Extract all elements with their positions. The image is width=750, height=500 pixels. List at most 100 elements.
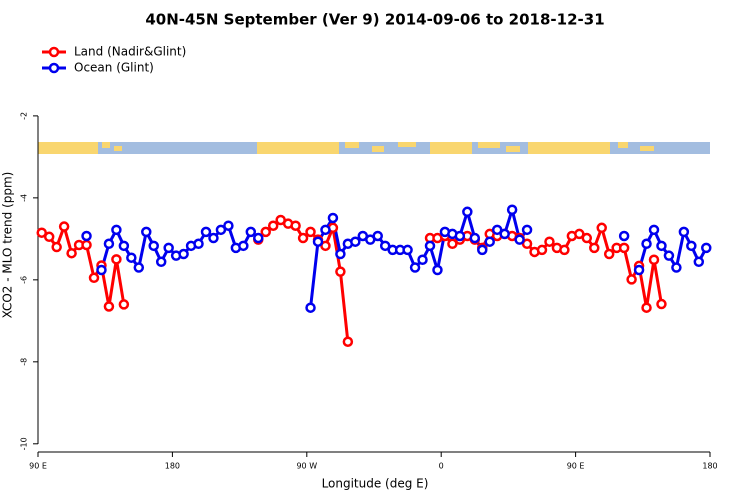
data-point: [155, 256, 167, 268]
data-point: [111, 254, 122, 265]
y-tick-label: -6: [20, 276, 29, 284]
data-point: [327, 212, 339, 224]
data-point: [103, 301, 115, 312]
data-point: [208, 232, 219, 244]
x-tick-label: 180: [702, 462, 717, 471]
data-point: [581, 232, 593, 244]
data-point: [320, 224, 331, 236]
land-band: [618, 142, 628, 148]
land-band: [398, 142, 416, 147]
data-point: [103, 238, 115, 250]
data-point: [618, 230, 630, 242]
data-point: [603, 248, 615, 260]
data-point: [506, 204, 518, 215]
data-point: [200, 226, 212, 238]
y-tick-label: -10: [20, 437, 29, 450]
data-point: [305, 226, 316, 238]
data-point: [163, 242, 174, 254]
legend-label: Land (Nadir&Glint): [74, 45, 186, 59]
data-point: [111, 224, 122, 236]
chart-title: 40N-45N September (Ver 9) 2014-09-06 to …: [145, 11, 604, 29]
data-point: [633, 264, 645, 276]
data-point: [148, 240, 159, 252]
data-point: [290, 220, 301, 231]
data-point: [81, 230, 92, 242]
data-point: [454, 230, 466, 242]
legend-marker: [48, 62, 60, 74]
data-point: [641, 238, 652, 250]
x-axis-label: Longitude (deg E): [322, 477, 429, 491]
data-point: [477, 244, 488, 256]
land-band: [478, 142, 500, 148]
data-point: [491, 224, 503, 236]
data-point: [656, 298, 667, 310]
data-point: [626, 274, 637, 285]
y-tick-label: -2: [20, 112, 29, 120]
data-point: [544, 236, 555, 247]
data-point: [253, 232, 264, 244]
data-point: [656, 240, 667, 252]
land-band: [38, 142, 98, 154]
data-point: [618, 242, 630, 254]
data-point: [335, 248, 346, 260]
land-band: [257, 142, 339, 154]
data-point: [536, 244, 548, 256]
y-tick-label: -4: [20, 194, 29, 202]
data-point: [499, 228, 510, 240]
data-point: [118, 240, 130, 252]
land-band: [640, 146, 654, 151]
land-band: [102, 142, 110, 148]
data-point: [574, 228, 585, 240]
data-point: [484, 236, 495, 247]
data-point: [663, 250, 675, 261]
data-point: [641, 302, 652, 313]
data-point: [297, 232, 309, 244]
data-point: [335, 266, 346, 277]
land-band: [430, 142, 472, 154]
x-tick-label: 180: [165, 462, 180, 471]
data-point: [514, 234, 525, 245]
data-point: [409, 262, 421, 273]
land-ocean-strip: [38, 142, 710, 154]
data-point: [342, 336, 354, 347]
legend-label: Ocean (Glint): [74, 61, 154, 75]
data-point: [701, 242, 712, 254]
data-point: [305, 302, 316, 313]
data-point: [686, 240, 697, 252]
data-point: [596, 222, 607, 234]
data-point: [66, 247, 77, 259]
x-tick-label: 0: [439, 462, 444, 471]
data-point: [424, 240, 436, 252]
data-point: [193, 238, 204, 250]
data-point: [81, 239, 92, 251]
data-point: [648, 224, 660, 236]
legend: Land (Nadir&Glint) Ocean (Glint): [42, 45, 186, 75]
y-tick-label: -8: [20, 358, 29, 366]
data-point: [96, 264, 107, 276]
x-tick-label: 90 W: [296, 462, 317, 471]
data-point: [178, 248, 189, 260]
data-point: [223, 220, 234, 231]
data-point: [126, 252, 137, 263]
data-point: [559, 244, 570, 256]
data-point: [521, 224, 533, 236]
data-point: [118, 299, 130, 310]
data-point: [462, 206, 473, 218]
data-point: [133, 262, 145, 273]
data-point: [260, 226, 271, 238]
data-point: [51, 241, 62, 253]
data-point: [469, 232, 481, 244]
data-point: [88, 272, 100, 284]
data-point: [36, 227, 47, 238]
data-point: [648, 254, 660, 266]
data-point: [678, 226, 690, 238]
data-point: [267, 220, 279, 231]
data-point: [402, 244, 413, 256]
data-point: [312, 236, 324, 247]
data-point: [693, 256, 705, 268]
data-point: [417, 254, 428, 266]
data-point: [350, 236, 361, 247]
data-point: [372, 230, 383, 242]
